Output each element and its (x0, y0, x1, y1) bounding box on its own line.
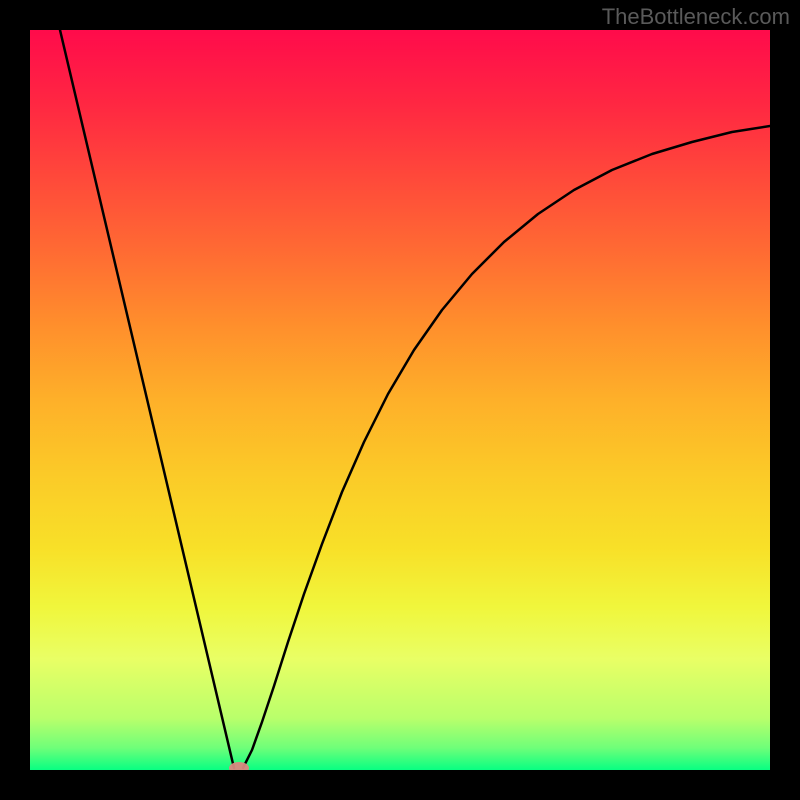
chart-background (30, 30, 770, 770)
gradient-curve-chart (30, 30, 770, 770)
plot-area (30, 30, 770, 770)
attribution-label: TheBottleneck.com (602, 4, 790, 30)
chart-container: TheBottleneck.com (0, 0, 800, 800)
